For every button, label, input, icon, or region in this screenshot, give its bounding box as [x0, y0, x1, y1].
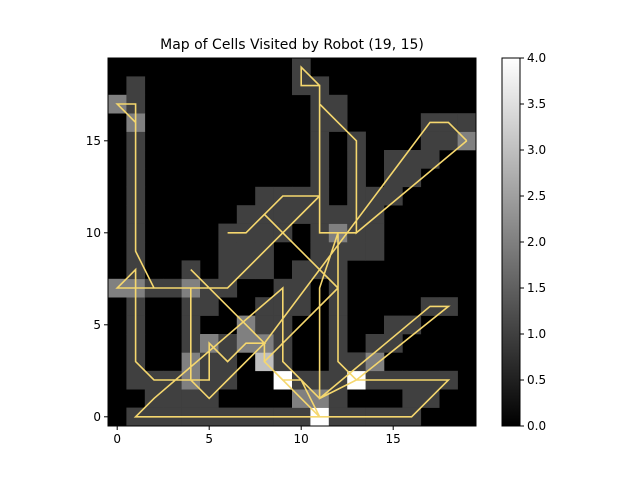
heatmap-cell — [292, 278, 311, 298]
heatmap-cell — [384, 186, 403, 206]
heatmap-cell — [402, 168, 422, 188]
colorbar-tick-label: 0.0 — [527, 419, 546, 433]
heatmap-cell — [457, 113, 477, 132]
heatmap-cell — [365, 334, 385, 353]
x-tick-label: 15 — [386, 432, 401, 446]
heatmap-cell — [347, 352, 366, 372]
colorbar — [501, 57, 521, 427]
heatmap-cell — [365, 242, 385, 261]
heatmap-cell — [292, 297, 311, 316]
heatmap-cell — [365, 205, 385, 224]
heatmap-cell — [402, 150, 422, 169]
heatmap-cell — [200, 297, 219, 316]
heatmap-cell — [384, 315, 403, 335]
heatmap-cell — [439, 131, 458, 151]
heatmap-cell — [273, 205, 293, 224]
heatmap-cell — [310, 242, 330, 261]
heatmap-cell — [255, 186, 274, 206]
heatmap-cell — [328, 370, 348, 390]
heatmap-cell — [218, 334, 238, 353]
y-tick-label: 15 — [86, 134, 101, 148]
x-axis: 0 5 10 15 — [113, 426, 401, 446]
heatmap-cell — [181, 389, 201, 408]
y-tick-label: 10 — [86, 226, 101, 240]
heatmap-cell — [255, 223, 274, 243]
colorbar-tick-label: 0.5 — [527, 373, 546, 387]
colorbar-tick-label: 1.0 — [527, 327, 546, 341]
colorbar-tick-label: 2.0 — [527, 235, 546, 249]
x-tick-label: 0 — [113, 432, 121, 446]
plot-frame — [107, 57, 477, 427]
chart-title: Map of Cells Visited by Robot (19, 15) — [160, 37, 424, 53]
colorbar-ticks: 0.0 0.5 1.0 1.5 2.0 2.5 3.0 3.5 4.0 — [520, 51, 546, 433]
heatmap-cell — [218, 260, 238, 280]
x-tick-label: 5 — [205, 432, 213, 446]
heatmap-cell — [420, 131, 440, 151]
heatmap-cell — [384, 168, 403, 188]
robot-path-layer — [115, 65, 468, 418]
robot-path-line — [115, 65, 468, 418]
y-tick-label: 0 — [93, 410, 101, 424]
heatmap-cell — [126, 76, 146, 96]
heatmap-cell — [347, 242, 366, 261]
heatmap-cell — [328, 94, 348, 114]
heatmap-cell — [236, 242, 256, 261]
heatmap-cell — [236, 205, 256, 224]
heatmap-cell — [292, 260, 311, 280]
heatmap-cell — [365, 223, 385, 243]
heatmap-cell — [328, 389, 348, 408]
heatmap-cell — [163, 389, 182, 408]
heatmap-cell — [365, 352, 385, 372]
heatmap-cell — [384, 334, 403, 353]
y-tick-label: 5 — [93, 318, 101, 332]
heatmap-cell — [218, 242, 238, 261]
heatmap-cell — [402, 389, 422, 408]
heatmap-cell — [255, 260, 274, 280]
heatmap-cell — [126, 370, 146, 390]
y-axis: 0 5 10 15 — [86, 134, 108, 424]
colorbar-tick-label: 4.0 — [527, 51, 546, 65]
heatmap-cell — [402, 315, 422, 335]
heatmap-cell — [328, 205, 348, 224]
colorbar-tick-label: 1.5 — [527, 281, 546, 295]
x-tick-label: 10 — [294, 432, 309, 446]
heatmap-cell — [420, 150, 440, 169]
colorbar-tick-label: 3.5 — [527, 97, 546, 111]
heatmap-cell — [255, 315, 274, 335]
colorbar-tick-label: 2.5 — [527, 189, 546, 203]
heatmap-cell — [384, 150, 403, 169]
colorbar-tick-label: 3.0 — [527, 143, 546, 157]
heatmap-cell — [255, 297, 274, 316]
